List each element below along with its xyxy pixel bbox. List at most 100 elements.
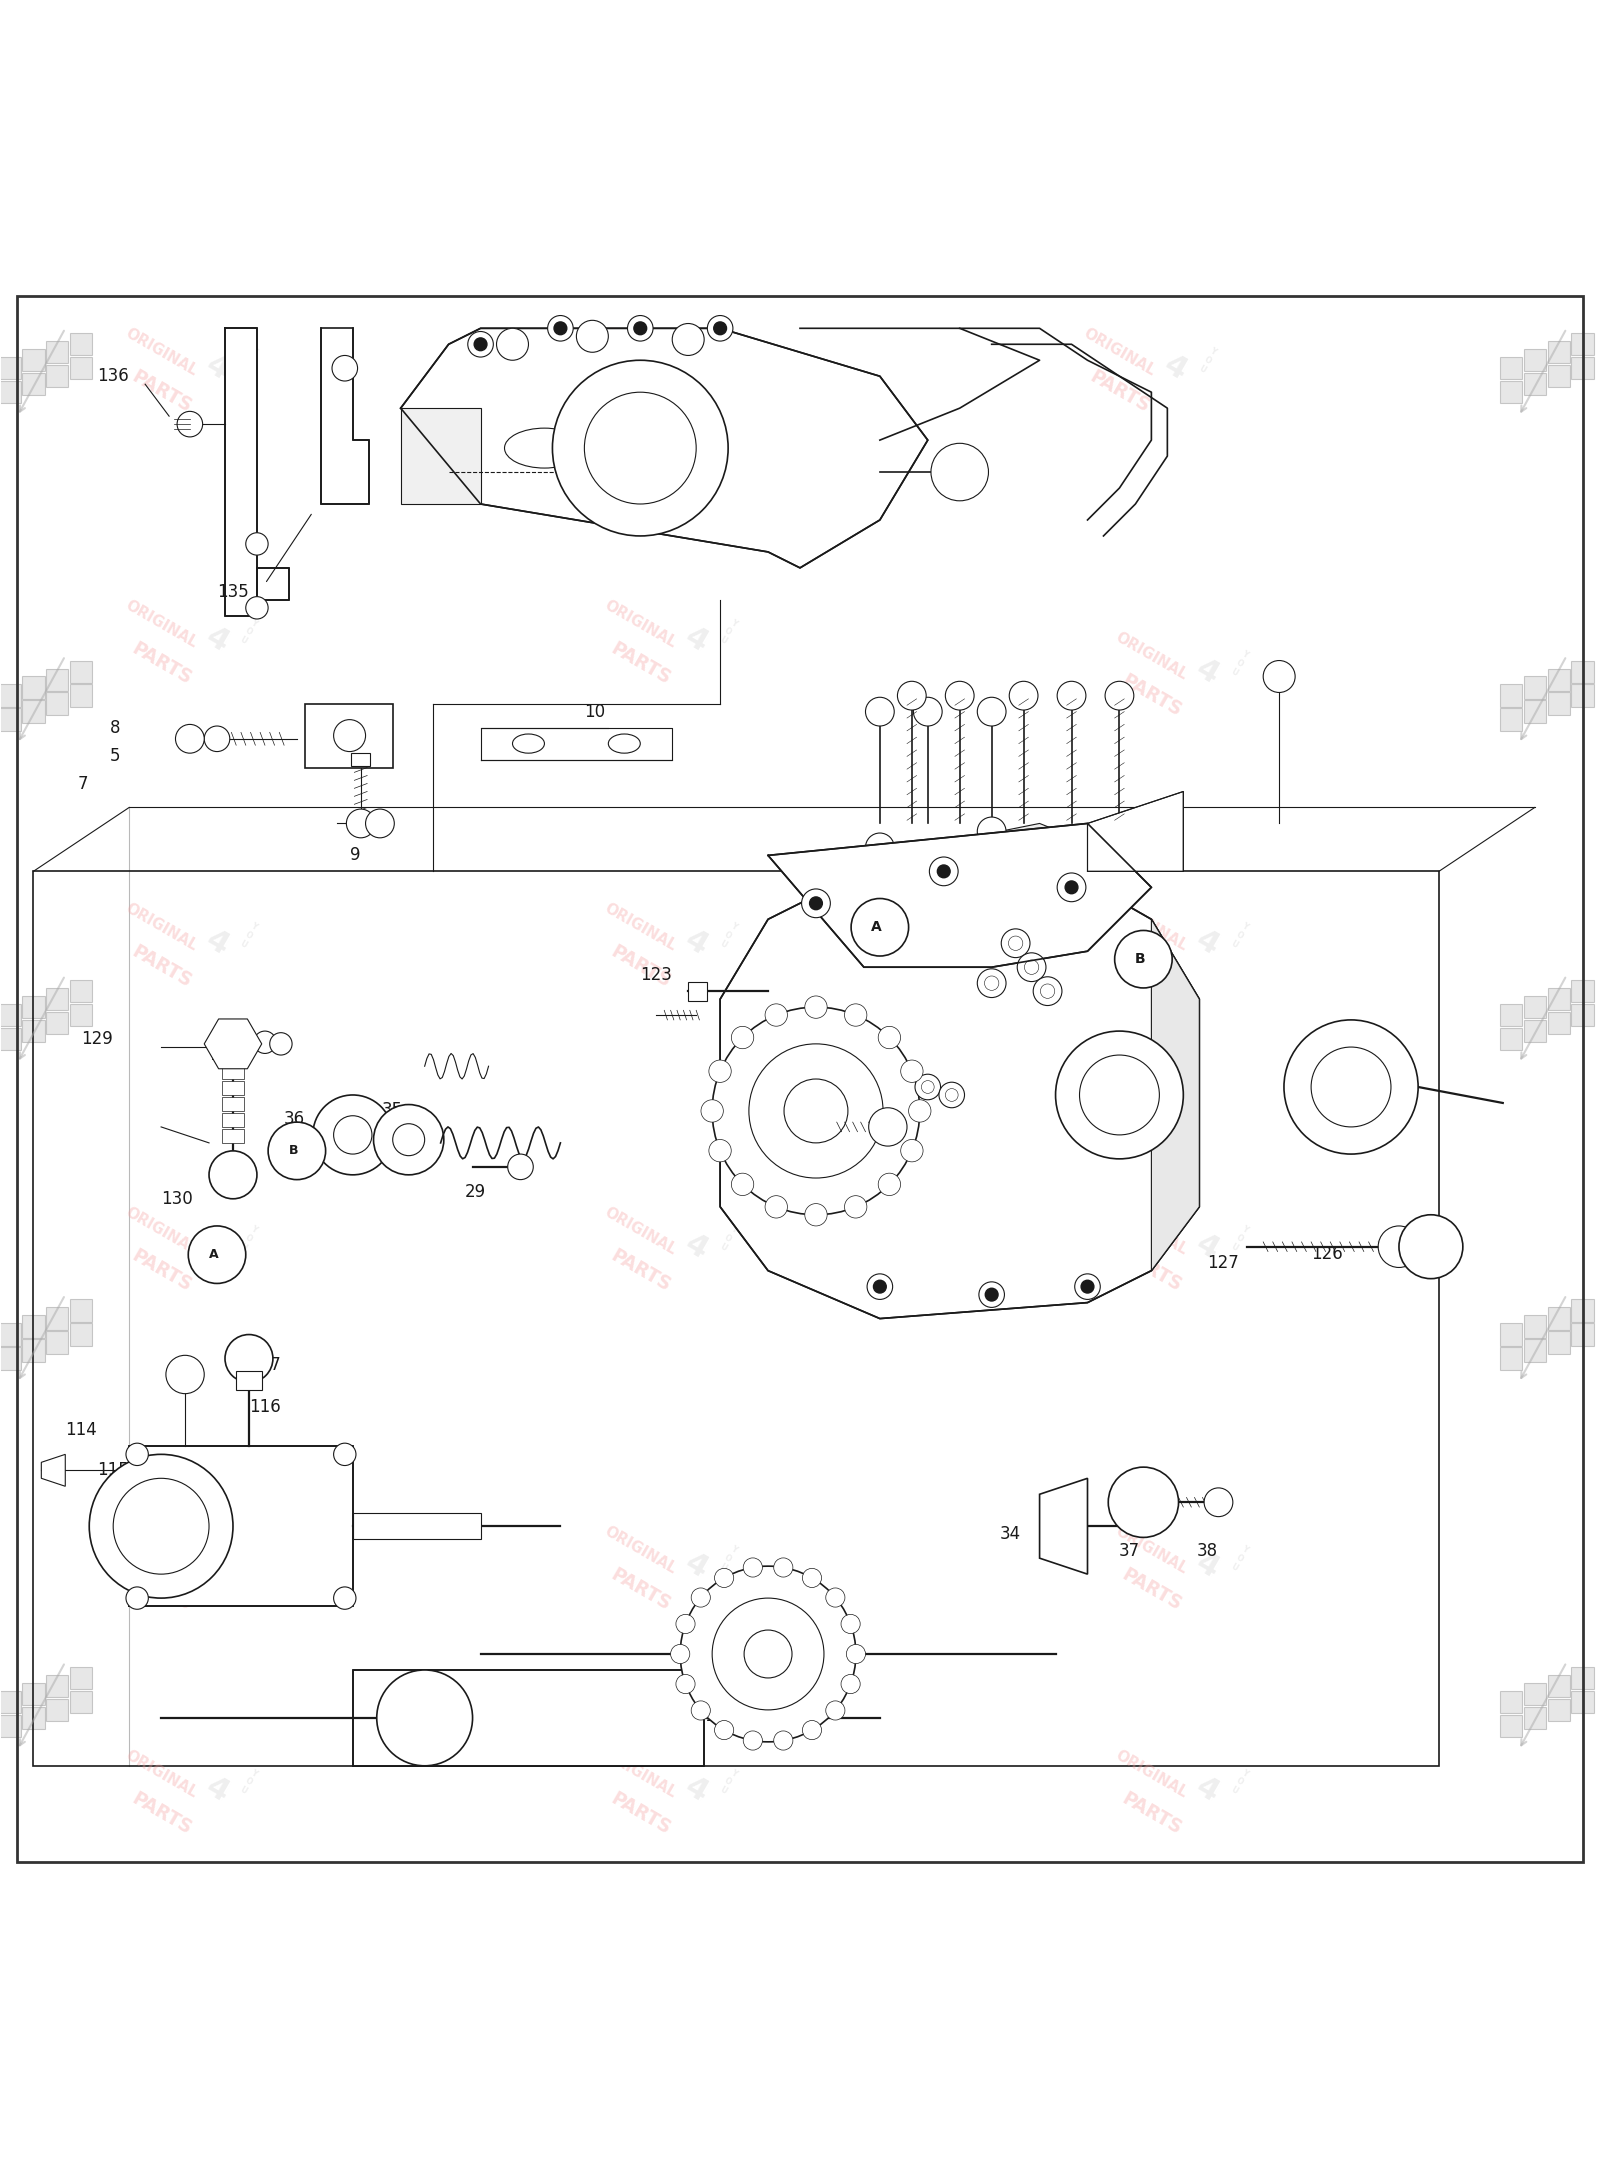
Bar: [1499, 684, 1522, 708]
Circle shape: [765, 1196, 787, 1217]
Circle shape: [851, 898, 909, 956]
Text: 4: 4: [200, 350, 234, 386]
Text: Y
O
U: Y O U: [718, 921, 738, 950]
Circle shape: [1002, 928, 1030, 958]
Text: 4: 4: [200, 926, 234, 960]
Circle shape: [744, 1731, 762, 1750]
Bar: [1547, 1675, 1570, 1696]
Circle shape: [1010, 682, 1038, 710]
Circle shape: [1058, 682, 1086, 710]
Circle shape: [774, 1558, 794, 1577]
Bar: [0, 1003, 21, 1027]
Text: PARTS: PARTS: [128, 1789, 195, 1839]
Text: PARTS: PARTS: [128, 367, 195, 416]
Circle shape: [1109, 1467, 1179, 1536]
Circle shape: [1205, 1487, 1234, 1517]
Circle shape: [901, 1139, 923, 1161]
Text: ORIGINAL: ORIGINAL: [123, 598, 200, 650]
Text: 4: 4: [1158, 350, 1192, 386]
Text: ORIGINAL: ORIGINAL: [123, 1204, 200, 1258]
Bar: [46, 669, 69, 691]
Bar: [22, 350, 45, 371]
Bar: [1571, 356, 1594, 380]
Text: B: B: [290, 1144, 299, 1157]
Bar: [0, 684, 21, 708]
Bar: [0, 1347, 21, 1370]
Text: Y
O
U: Y O U: [718, 617, 738, 645]
Circle shape: [931, 442, 989, 501]
Text: PARTS: PARTS: [1086, 367, 1152, 416]
Circle shape: [909, 1101, 931, 1122]
Circle shape: [701, 1101, 723, 1122]
Circle shape: [1262, 660, 1294, 693]
Text: Y
O
U: Y O U: [718, 1767, 738, 1795]
Text: Y
O
U: Y O U: [1229, 650, 1250, 678]
Circle shape: [1056, 1032, 1184, 1159]
Circle shape: [1080, 1055, 1160, 1135]
Text: 8: 8: [110, 719, 120, 736]
Text: 4: 4: [680, 350, 712, 386]
Circle shape: [878, 1027, 901, 1049]
Text: 130: 130: [162, 1189, 194, 1208]
Text: Y
O
U: Y O U: [1229, 1224, 1250, 1254]
Text: 129: 129: [82, 1029, 114, 1049]
Circle shape: [810, 898, 822, 911]
Bar: [70, 1003, 93, 1027]
Bar: [34, 872, 1438, 1765]
Bar: [70, 980, 93, 1001]
Bar: [1547, 669, 1570, 691]
Text: 29: 29: [466, 1183, 486, 1200]
Text: 4: 4: [680, 1547, 712, 1584]
Bar: [70, 1666, 93, 1690]
Text: 7: 7: [78, 775, 88, 792]
Circle shape: [584, 393, 696, 505]
Circle shape: [922, 1081, 934, 1094]
Bar: [1499, 1003, 1522, 1027]
Bar: [352, 1513, 480, 1539]
Text: Y
O
U: Y O U: [718, 345, 738, 375]
Circle shape: [552, 360, 728, 535]
Bar: [1571, 684, 1594, 708]
Text: 126: 126: [1310, 1245, 1342, 1262]
Circle shape: [802, 889, 830, 917]
Circle shape: [984, 975, 998, 991]
Circle shape: [334, 1444, 355, 1465]
Text: Y
O
U: Y O U: [238, 921, 259, 950]
Bar: [1571, 660, 1594, 682]
Circle shape: [1008, 937, 1022, 950]
Bar: [1499, 1716, 1522, 1737]
Text: PARTS: PARTS: [606, 367, 674, 416]
Text: 131: 131: [210, 1047, 242, 1064]
Circle shape: [90, 1454, 234, 1599]
Circle shape: [715, 1569, 734, 1588]
Bar: [46, 1331, 69, 1353]
Bar: [0, 1027, 21, 1051]
Bar: [222, 1064, 245, 1079]
Bar: [22, 675, 45, 699]
Circle shape: [547, 315, 573, 341]
Text: 125: 125: [704, 1707, 736, 1724]
Circle shape: [842, 1675, 861, 1694]
Polygon shape: [226, 328, 290, 615]
Circle shape: [805, 1204, 827, 1226]
Bar: [1547, 1308, 1570, 1329]
Circle shape: [634, 322, 646, 334]
Circle shape: [210, 1021, 258, 1068]
Circle shape: [946, 682, 974, 710]
Text: ORIGINAL: ORIGINAL: [123, 326, 200, 380]
Text: PARTS: PARTS: [606, 639, 674, 688]
Bar: [1523, 1683, 1546, 1705]
Text: PARTS: PARTS: [1118, 1565, 1184, 1614]
Circle shape: [784, 1079, 848, 1144]
Text: 117: 117: [250, 1357, 280, 1375]
Text: 4: 4: [1190, 1772, 1224, 1808]
Bar: [237, 1370, 262, 1390]
Bar: [1499, 1347, 1522, 1370]
Circle shape: [826, 1701, 845, 1720]
Circle shape: [978, 697, 1006, 725]
Circle shape: [901, 1060, 923, 1083]
Circle shape: [986, 1288, 998, 1301]
Text: ORIGINAL: ORIGINAL: [123, 900, 200, 954]
Text: Y
O
U: Y O U: [1197, 345, 1218, 375]
Circle shape: [507, 1155, 533, 1180]
